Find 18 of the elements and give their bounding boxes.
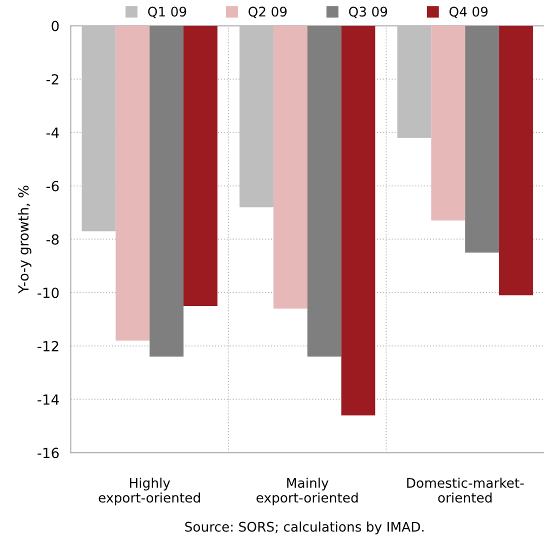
legend-label: Q1 09 — [148, 6, 186, 18]
y-tick-label: -6 — [46, 180, 59, 192]
source-note: Source: SORS; calculations by IMAD. — [185, 522, 424, 534]
y-tick-label: -14 — [38, 394, 59, 405]
legend-label: Q3 09 — [349, 6, 388, 18]
x-tick-label: Mainly export-oriented — [256, 478, 358, 506]
y-tick-label: -10 — [38, 288, 59, 298]
y-axis-title: Y-o-y growth, % — [18, 186, 32, 294]
x-tick-label: Domestic-market- oriented — [407, 478, 524, 503]
y-tick-label: -12 — [38, 340, 58, 352]
y-tick-label: -2 — [46, 74, 58, 84]
legend-label: Q4 09 — [449, 6, 488, 18]
y-tick-label: 0 — [52, 20, 59, 32]
y-tick-label: -16 — [38, 448, 59, 458]
y-tick-label: -4 — [46, 128, 59, 138]
y-tick-label: -8 — [46, 234, 59, 245]
legend-label: Q2 09 — [248, 6, 287, 18]
x-tick-label: Highly export-oriented — [98, 478, 200, 506]
